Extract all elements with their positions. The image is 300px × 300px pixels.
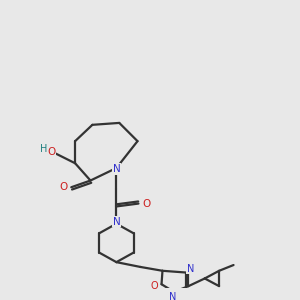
Text: N: N [187,264,194,274]
Text: O: O [151,281,159,291]
Text: H: H [40,144,47,154]
Text: N: N [112,217,120,227]
Text: O: O [47,147,55,157]
Text: O: O [59,182,68,192]
Text: N: N [112,164,120,174]
Text: O: O [142,199,150,208]
Text: N: N [169,292,177,300]
